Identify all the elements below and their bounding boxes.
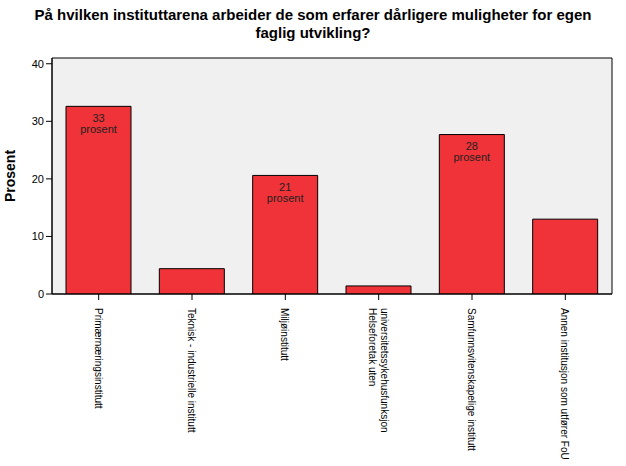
svg-text:Annen institusjon som utfører: Annen institusjon som utfører FoU — [559, 308, 570, 460]
svg-text:Teknisk - industrielle institu: Teknisk - industrielle institutt — [186, 308, 197, 433]
svg-text:Helseforetak uten: Helseforetak uten — [367, 308, 378, 386]
svg-text:20: 20 — [32, 173, 44, 185]
svg-text:Samfunnsvitenskapelige institu: Samfunnsvitenskapelige institutt — [466, 308, 477, 451]
svg-text:40: 40 — [32, 58, 44, 70]
svg-text:Primærnæringsinstitutt: Primærnæringsinstitutt — [93, 308, 104, 409]
svg-text:28prosent: 28prosent — [453, 140, 490, 163]
svg-text:Miljøinstitutt: Miljøinstitutt — [279, 308, 290, 361]
svg-text:21prosent: 21prosent — [267, 181, 304, 204]
svg-text:0: 0 — [38, 288, 44, 300]
svg-text:Prosent: Prosent — [8, 150, 18, 202]
svg-text:10: 10 — [32, 230, 44, 242]
html-text:På hvilken instituttarena arbe: På hvilken instituttarena arbeider de so… — [34, 6, 592, 41]
svg-text:30: 30 — [32, 115, 44, 127]
svg-text:universitetssykehusfunksjon: universitetssykehusfunksjon — [379, 308, 390, 433]
svg-text:33prosent: 33prosent — [80, 112, 117, 135]
